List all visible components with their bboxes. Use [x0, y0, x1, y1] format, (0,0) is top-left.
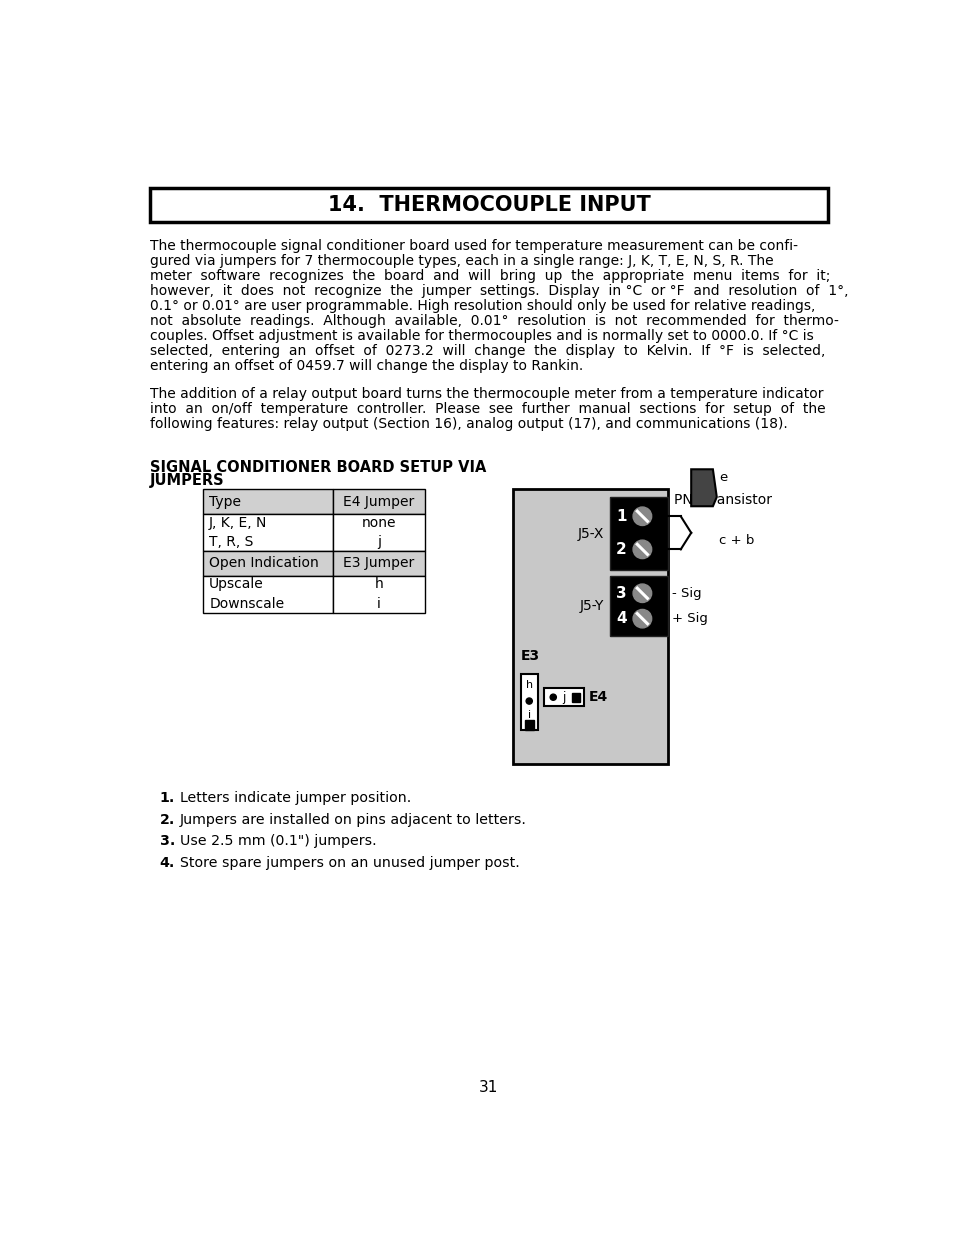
Text: 4: 4: [616, 611, 626, 626]
Bar: [203, 551, 333, 576]
Bar: [520, 674, 537, 730]
Text: h: h: [525, 680, 532, 690]
Text: 4.: 4.: [159, 856, 174, 869]
Bar: [333, 489, 424, 514]
Text: SIGNAL CONDITIONER BOARD SETUP VIA: SIGNAL CONDITIONER BOARD SETUP VIA: [150, 461, 486, 475]
Text: Store spare jumpers on an unused jumper post.: Store spare jumpers on an unused jumper …: [179, 856, 518, 869]
Text: not  absolute  readings.  Although  available,  0.01°  resolution  is  not  reco: not absolute readings. Although availabl…: [150, 314, 839, 329]
Text: 3: 3: [616, 585, 626, 600]
Text: gured via jumpers for 7 thermocouple types, each in a single range: J, K, T, E, : gured via jumpers for 7 thermocouple typ…: [150, 254, 773, 268]
Text: couples. Offset adjustment is available for thermocouples and is normally set to: couples. Offset adjustment is available …: [150, 330, 813, 343]
Text: E4 Jumper: E4 Jumper: [343, 495, 414, 509]
Text: following features: relay output (Section 16), analog output (17), and communica: following features: relay output (Sectio…: [150, 417, 787, 431]
Text: E3 Jumper: E3 Jumper: [343, 556, 414, 571]
Text: 1: 1: [616, 509, 626, 524]
Polygon shape: [691, 469, 716, 506]
Circle shape: [633, 540, 651, 558]
Text: J, K, E, N
T, R, S: J, K, E, N T, R, S: [209, 516, 267, 550]
Text: 0.1° or 0.01° are user programmable. High resolution should only be used for rel: 0.1° or 0.01° are user programmable. Hig…: [150, 299, 815, 314]
Text: J5-Y: J5-Y: [578, 599, 603, 614]
Circle shape: [633, 584, 651, 603]
Text: e: e: [719, 471, 726, 484]
Text: Open Indication: Open Indication: [209, 556, 318, 571]
Circle shape: [633, 508, 651, 526]
Bar: [203, 514, 333, 551]
Text: E4: E4: [588, 690, 607, 704]
Text: 1.: 1.: [159, 792, 174, 805]
Bar: [609, 496, 667, 571]
Text: h
i: h i: [375, 577, 383, 611]
Bar: [513, 489, 667, 764]
Text: + Sig: + Sig: [671, 613, 707, 625]
Text: E3: E3: [520, 648, 539, 662]
Text: Type: Type: [209, 495, 241, 509]
Text: however,  it  does  not  recognize  the  jumper  settings.  Display  in °C  or °: however, it does not recognize the jumpe…: [150, 284, 848, 298]
Circle shape: [550, 694, 556, 700]
Bar: [524, 720, 534, 730]
Circle shape: [525, 698, 532, 704]
Text: 2.: 2.: [159, 813, 174, 826]
Text: JUMPERS: JUMPERS: [150, 473, 225, 488]
Circle shape: [633, 609, 651, 627]
Bar: [203, 489, 333, 514]
Bar: [543, 688, 583, 706]
Text: Jumpers are installed on pins adjacent to letters.: Jumpers are installed on pins adjacent t…: [179, 813, 526, 826]
Text: 14.  THERMOCOUPLE INPUT: 14. THERMOCOUPLE INPUT: [327, 195, 650, 215]
Text: into  an  on/off  temperature  controller.  Please  see  further  manual  sectio: into an on/off temperature controller. P…: [150, 401, 825, 416]
Text: The addition of a relay output board turns the thermocouple meter from a tempera: The addition of a relay output board tur…: [150, 387, 822, 401]
Bar: [333, 576, 424, 613]
Text: none
j: none j: [361, 516, 395, 550]
Text: 31: 31: [478, 1079, 498, 1095]
Text: PNP transistor: PNP transistor: [674, 493, 771, 508]
Text: 3.: 3.: [159, 835, 174, 848]
Text: The thermocouple signal conditioner board used for temperature measurement can b: The thermocouple signal conditioner boar…: [150, 240, 798, 253]
Bar: [609, 577, 667, 636]
Bar: [571, 693, 579, 701]
Text: c + b: c + b: [719, 534, 754, 547]
Text: J5-X: J5-X: [577, 526, 603, 541]
Bar: [150, 188, 827, 222]
Text: 2: 2: [616, 542, 626, 557]
Text: i: i: [527, 710, 530, 720]
Text: meter  software  recognizes  the  board  and  will  bring  up  the  appropriate : meter software recognizes the board and …: [150, 269, 830, 283]
Text: selected,  entering  an  offset  of  0273.2  will  change  the  display  to  Kel: selected, entering an offset of 0273.2 w…: [150, 345, 824, 358]
Text: Upscale
Downscale: Upscale Downscale: [209, 577, 284, 611]
Text: entering an offset of 0459.7 will change the display to Rankin.: entering an offset of 0459.7 will change…: [150, 359, 583, 373]
Text: - Sig: - Sig: [671, 587, 700, 600]
Bar: [333, 514, 424, 551]
Text: j: j: [562, 690, 565, 704]
Text: Letters indicate jumper position.: Letters indicate jumper position.: [179, 792, 411, 805]
Bar: [333, 551, 424, 576]
Bar: [203, 576, 333, 613]
Text: Use 2.5 mm (0.1") jumpers.: Use 2.5 mm (0.1") jumpers.: [179, 835, 375, 848]
